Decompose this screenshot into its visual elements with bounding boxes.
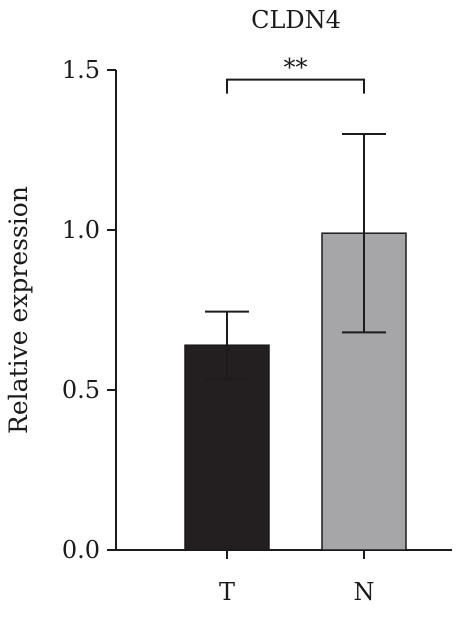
significance-group: **: [226, 54, 365, 94]
y-axis-ticks: 0.0 0.5 1.0 1.5: [62, 56, 116, 564]
x-tick-label: T: [219, 578, 235, 606]
chart-title: CLDN4: [251, 6, 341, 34]
y-tick-label: 0.0: [62, 536, 100, 564]
y-tick-label: 1.5: [62, 56, 100, 84]
error-bars-group: [205, 133, 386, 380]
significance-label: **: [284, 54, 308, 82]
significance-bracket: [226, 78, 365, 94]
y-tick-label: 1.0: [62, 216, 100, 244]
x-tick-label: N: [354, 578, 375, 606]
bars-group: [184, 232, 407, 551]
y-axis-label: Relative expression: [4, 186, 33, 434]
y-tick-label: 0.5: [62, 376, 100, 404]
